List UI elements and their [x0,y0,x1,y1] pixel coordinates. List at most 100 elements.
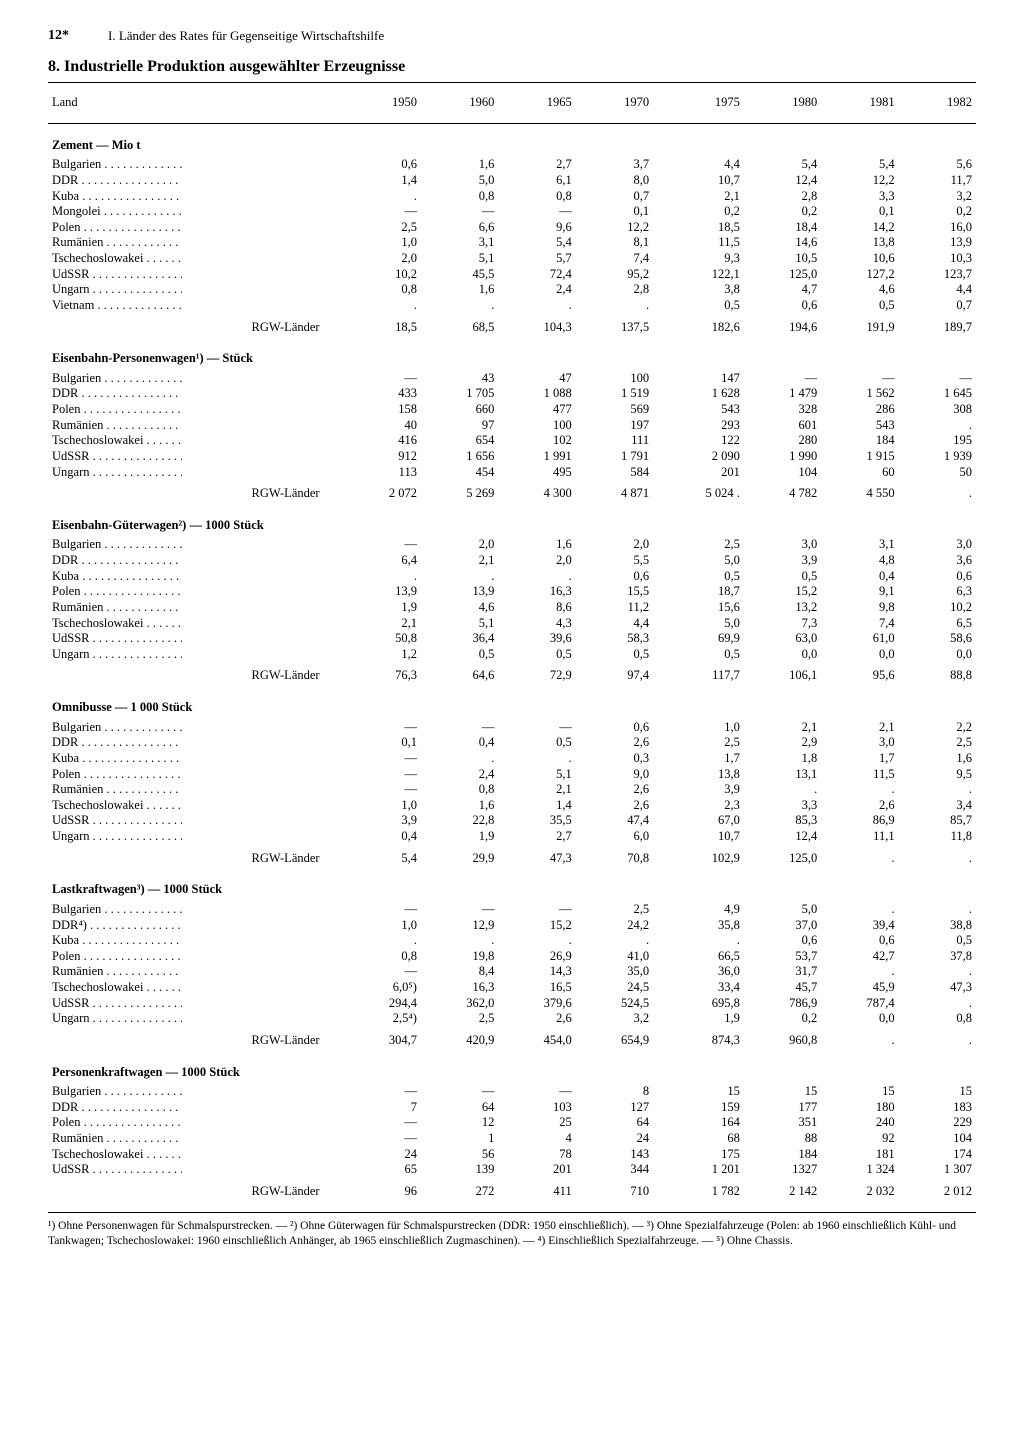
value-cell: 5,1 [421,616,498,632]
value-cell: 584 [576,465,653,481]
value-cell: 2,6 [576,735,653,751]
value-cell: . [653,933,744,949]
value-cell: . [899,782,976,798]
value-cell: 1,0 [344,798,421,814]
country-cell: Polen [48,402,344,418]
col-header-year: 1975 [653,87,744,119]
total-cell: 70,8 [576,845,653,869]
value-cell: 5,0 [744,902,821,918]
value-cell: — [821,371,898,387]
value-cell: 13,8 [653,767,744,783]
value-cell: 0,0 [821,1011,898,1027]
value-cell: 10,2 [344,267,421,283]
value-cell: 1 201 [653,1162,744,1178]
value-cell: 11,5 [821,767,898,783]
value-cell: 102 [498,433,575,449]
country-cell: Tschechoslowakei [48,251,344,267]
value-cell: 10,5 [744,251,821,267]
total-cell: 97,4 [576,662,653,686]
country-label: Polen [52,402,182,418]
country-label: Polen [52,220,182,236]
value-cell: — [744,371,821,387]
total-cell: 411 [498,1178,575,1202]
value-cell: 0,7 [576,189,653,205]
total-cell: 2 032 [821,1178,898,1202]
value-cell: 787,4 [821,996,898,1012]
value-cell: 1 628 [653,386,744,402]
value-cell: 11,8 [899,829,976,845]
table-row: Kuba —..0,31,71,81,71,6 [48,751,976,767]
value-cell: 6,0 [576,829,653,845]
value-cell: 1 562 [821,386,898,402]
value-cell: 6,1 [498,173,575,189]
value-cell: 41,0 [576,949,653,965]
country-label: Tschechoslowakei [52,1147,182,1163]
country-label: UdSSR [52,449,182,465]
value-cell: 5,0 [653,553,744,569]
total-cell: 88,8 [899,662,976,686]
total-row: RGW-Länder76,364,672,997,4117,7106,195,6… [48,662,976,686]
country-label: Ungarn [52,465,182,481]
value-cell: . [576,933,653,949]
country-label: Tschechoslowakei [52,980,182,996]
value-cell: 86,9 [821,813,898,829]
page-header: 12* I. Länder des Rates für Gegenseitige… [48,28,976,44]
value-cell: 127 [576,1100,653,1116]
value-cell: 9,1 [821,584,898,600]
value-cell: 42,7 [821,949,898,965]
value-cell: 5,6 [899,157,976,173]
section-title: Lastkraftwagen³) — 1000 Stück [48,868,976,902]
total-cell: . [821,1027,898,1051]
value-cell: 240 [821,1115,898,1131]
value-cell: 2,5⁴) [344,1011,421,1027]
table-row: UdSSR 3,922,835,547,467,085,386,985,7 [48,813,976,829]
value-cell: 15,5 [576,584,653,600]
total-label: RGW-Länder [48,1027,344,1051]
country-label: Tschechoslowakei [52,251,182,267]
value-cell: 40 [344,418,421,434]
value-cell: . [344,189,421,205]
page-title: 8. Industrielle Produktion ausgewählter … [48,58,976,76]
value-cell: 3,2 [576,1011,653,1027]
value-cell: 25 [498,1115,575,1131]
value-cell: 2,0 [576,537,653,553]
table-row: Ungarn 0,41,92,76,010,712,411,111,8 [48,829,976,845]
country-cell: UdSSR [48,996,344,1012]
value-cell: 569 [576,402,653,418]
value-cell: 1,6 [421,282,498,298]
country-label: UdSSR [52,996,182,1012]
country-cell: Bulgarien [48,902,344,918]
value-cell: 184 [744,1147,821,1163]
table-row: DDR 6,42,12,05,55,03,94,83,6 [48,553,976,569]
value-cell: 123,7 [899,267,976,283]
page-number: 12* [48,28,108,44]
total-cell: 4 550 [821,480,898,504]
value-cell: 12,4 [744,173,821,189]
total-cell: . [899,1027,976,1051]
value-cell: 22,8 [421,813,498,829]
value-cell: 5,0 [421,173,498,189]
value-cell: 1 791 [576,449,653,465]
value-cell: 15,2 [498,918,575,934]
value-cell: 33,4 [653,980,744,996]
value-cell: 1 307 [899,1162,976,1178]
value-cell: 78 [498,1147,575,1163]
total-cell: 189,7 [899,314,976,338]
total-cell: 18,5 [344,314,421,338]
value-cell: 2,7 [498,157,575,173]
col-header-year: 1982 [899,87,976,119]
value-cell: 3,3 [821,189,898,205]
country-cell: UdSSR [48,449,344,465]
table-row: Polen —122564164351240229 [48,1115,976,1131]
country-label: Tschechoslowakei [52,616,182,632]
value-cell: 293 [653,418,744,434]
value-cell: 416 [344,433,421,449]
value-cell: 104 [899,1131,976,1147]
value-cell: 4,8 [821,553,898,569]
value-cell: 0,0 [899,647,976,663]
value-cell: 2,1 [744,720,821,736]
table-row: Bulgarien —4347100147——— [48,371,976,387]
value-cell: 229 [899,1115,976,1131]
total-cell: 76,3 [344,662,421,686]
country-label: UdSSR [52,631,182,647]
